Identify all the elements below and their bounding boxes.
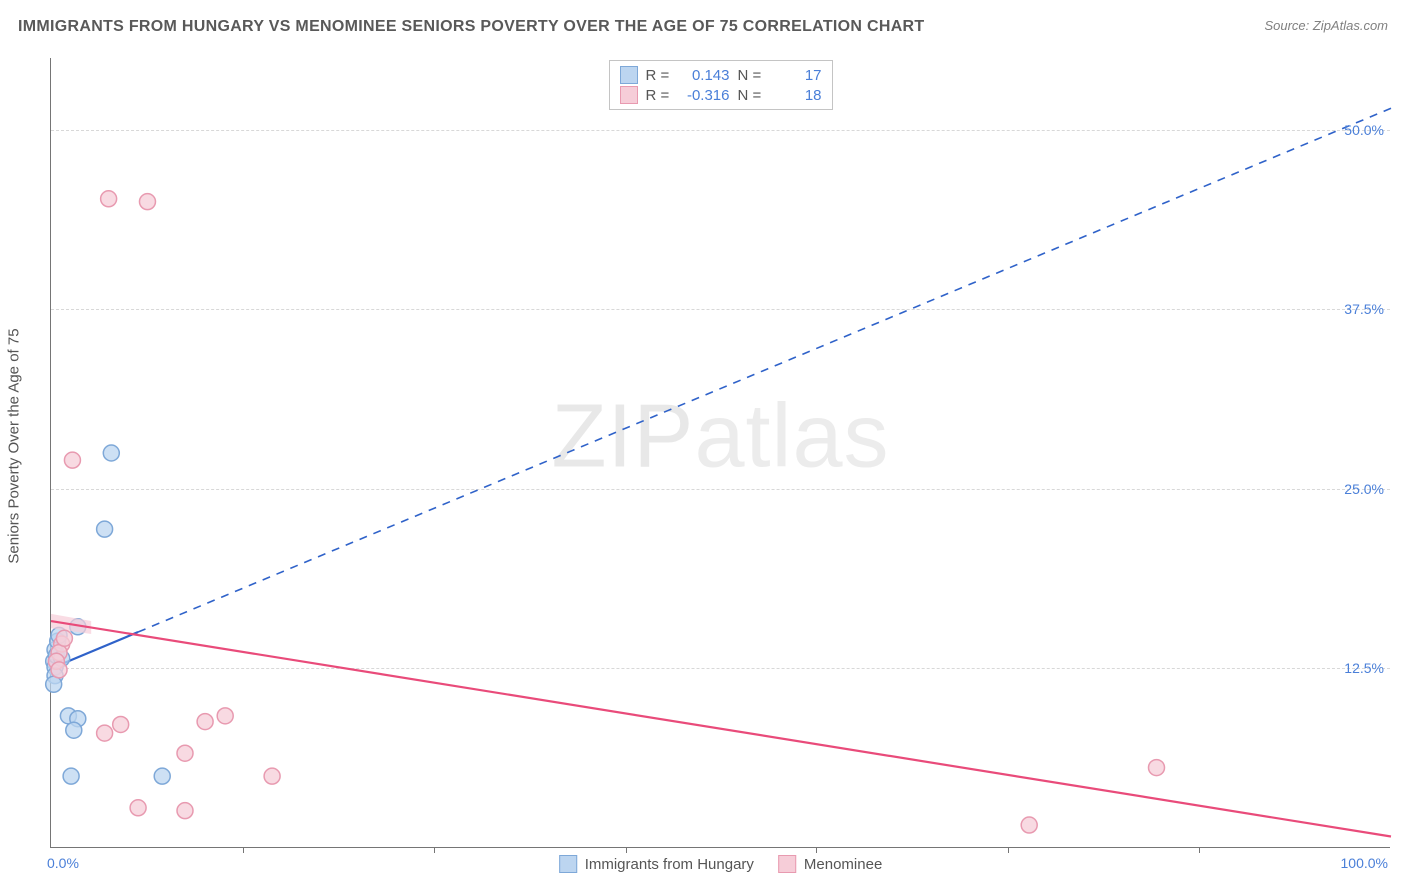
x-tick-mark xyxy=(1008,847,1009,853)
legend-top: R = 0.143 N = 17 R = -0.316 N = 18 xyxy=(609,60,833,110)
scatter-point xyxy=(56,630,72,646)
legend-swatch-blue xyxy=(559,855,577,873)
scatter-point xyxy=(103,445,119,461)
scatter-point xyxy=(177,803,193,819)
legend-swatch-pink xyxy=(778,855,796,873)
x-tick-mark xyxy=(434,847,435,853)
y-tick-label: 50.0% xyxy=(1344,122,1384,138)
scatter-point xyxy=(51,662,67,678)
scatter-point xyxy=(177,745,193,761)
scatter-point xyxy=(101,191,117,207)
source-label: Source: ZipAtlas.com xyxy=(1264,18,1388,33)
legend-n-value-1: 17 xyxy=(774,67,822,84)
title-bar: IMMIGRANTS FROM HUNGARY VS MENOMINEE SEN… xyxy=(18,18,1388,48)
y-axis-label: Seniors Poverty Over the Age of 75 xyxy=(6,328,23,563)
x-tick-mark xyxy=(626,847,627,853)
scatter-point xyxy=(64,452,80,468)
scatter-point xyxy=(113,716,129,732)
scatter-point xyxy=(63,768,79,784)
legend-r-value-2: -0.316 xyxy=(682,87,730,104)
x-tick-mark xyxy=(243,847,244,853)
regression-line-dashed xyxy=(138,108,1391,632)
plot-svg xyxy=(51,58,1390,847)
legend-r-value-1: 0.143 xyxy=(682,67,730,84)
chart-title: IMMIGRANTS FROM HUNGARY VS MENOMINEE SEN… xyxy=(18,18,924,35)
x-tick-mark xyxy=(816,847,817,853)
legend-swatch-pink xyxy=(620,86,638,104)
scatter-point xyxy=(217,708,233,724)
x-label-left: 0.0% xyxy=(47,855,79,871)
legend-n-value-2: 18 xyxy=(774,87,822,104)
scatter-point xyxy=(1021,817,1037,833)
scatter-point xyxy=(197,714,213,730)
scatter-point xyxy=(130,800,146,816)
legend-bottom: Immigrants from Hungary Menominee xyxy=(559,855,883,873)
legend-n-label: N = xyxy=(738,87,766,104)
x-label-right: 100.0% xyxy=(1341,855,1388,871)
scatter-point xyxy=(264,768,280,784)
legend-item-2: Menominee xyxy=(778,855,882,873)
legend-item-1: Immigrants from Hungary xyxy=(559,855,754,873)
scatter-point xyxy=(1149,760,1165,776)
plot-area: ZIPatlas R = 0.143 N = 17 R = -0.316 N =… xyxy=(50,58,1390,848)
legend-swatch-blue xyxy=(620,66,638,84)
legend-row-1: R = 0.143 N = 17 xyxy=(620,65,822,85)
scatter-point xyxy=(139,194,155,210)
scatter-point xyxy=(154,768,170,784)
legend-row-2: R = -0.316 N = 18 xyxy=(620,85,822,105)
scatter-point xyxy=(66,722,82,738)
x-tick-mark xyxy=(1199,847,1200,853)
legend-label-2: Menominee xyxy=(804,856,882,873)
regression-line-solid xyxy=(51,621,1391,836)
y-tick-label: 25.0% xyxy=(1344,481,1384,497)
scatter-point xyxy=(97,725,113,741)
y-tick-label: 37.5% xyxy=(1344,301,1384,317)
legend-r-label: R = xyxy=(646,67,674,84)
legend-r-label: R = xyxy=(646,87,674,104)
legend-n-label: N = xyxy=(738,67,766,84)
legend-label-1: Immigrants from Hungary xyxy=(585,856,754,873)
scatter-point xyxy=(97,521,113,537)
y-tick-label: 12.5% xyxy=(1344,660,1384,676)
scatter-point xyxy=(46,676,62,692)
